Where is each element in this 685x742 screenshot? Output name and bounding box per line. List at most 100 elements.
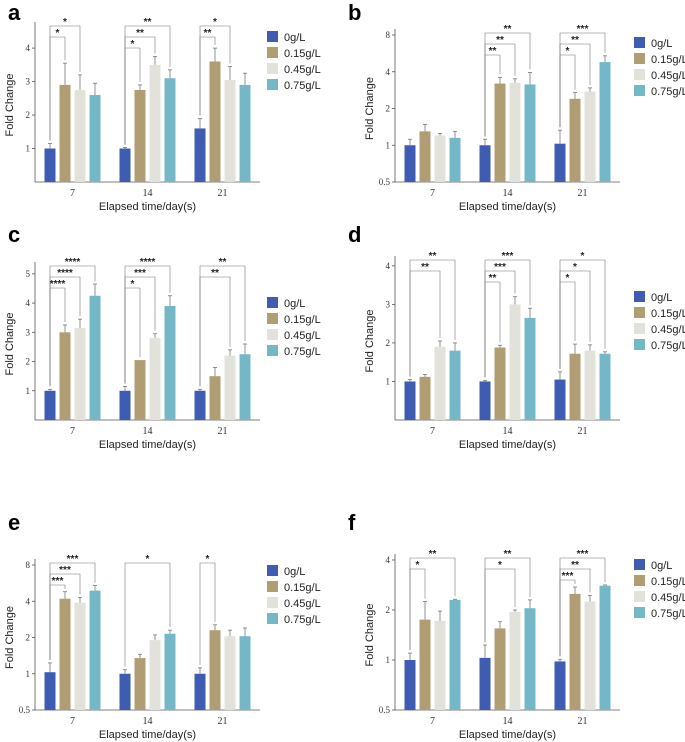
bar: [59, 598, 71, 710]
significance-label: **: [496, 35, 504, 46]
x-axis-label: Elapsed time/day(s): [459, 729, 556, 741]
x-category-label: 14: [143, 716, 153, 727]
bar: [434, 135, 446, 182]
significance-label: *: [63, 17, 67, 28]
significance-label: ***: [562, 571, 574, 582]
legend-label: 0.75g/L: [284, 614, 321, 626]
legend-swatch: [634, 307, 645, 318]
significance-label: *: [146, 554, 150, 565]
significance-label: *: [573, 262, 577, 273]
panel-letter: e: [8, 510, 20, 535]
bar: [134, 658, 146, 710]
bar: [44, 148, 56, 182]
y-tick-label: 1: [26, 669, 31, 679]
y-tick-label: 4: [26, 596, 31, 606]
significance-bracket: [409, 259, 456, 377]
significance-label: *: [213, 17, 217, 28]
y-axis-label: Fold Change: [364, 604, 376, 667]
bar: [59, 332, 71, 420]
significance-label: *: [498, 560, 502, 571]
significance-label: ***: [67, 554, 79, 565]
bar: [149, 640, 161, 710]
y-tick-label: 4: [386, 261, 391, 271]
significance-label: ****: [50, 279, 66, 290]
bar: [554, 143, 566, 182]
x-category-label: 14: [503, 188, 513, 199]
legend-label: 0.15g/L: [651, 576, 685, 588]
legend-label: 0.45g/L: [284, 330, 321, 342]
panel-letter: c: [8, 222, 20, 247]
x-category-label: 21: [578, 188, 588, 199]
bar: [494, 628, 506, 710]
significance-bracket: [199, 265, 246, 387]
x-category-label: 14: [503, 716, 513, 727]
legend-label: 0g/L: [651, 292, 672, 304]
panel-f: f 0.5 1 2 4 Fold Change Elapsed time/day(s) 7 14…: [348, 510, 685, 741]
bar: [494, 83, 506, 182]
y-axis-label: Fold Change: [4, 313, 16, 376]
bar: [584, 601, 596, 710]
significance-label: ***: [577, 24, 589, 35]
legend-label: 0g/L: [284, 298, 305, 310]
bar: [89, 295, 101, 420]
bar: [449, 350, 461, 420]
significance-label: ***: [59, 565, 71, 576]
bar: [89, 590, 101, 710]
x-category-label: 21: [578, 426, 588, 437]
bar: [164, 633, 176, 710]
bar: [479, 381, 491, 420]
bar: [119, 673, 131, 710]
y-tick-label: 0.5: [379, 705, 391, 715]
significance-label: **: [504, 549, 512, 560]
y-tick-label: 2: [26, 357, 31, 367]
y-tick-label: 4: [26, 298, 31, 308]
significance-label: *: [56, 28, 60, 39]
y-tick-label: 8: [386, 30, 391, 40]
legend-swatch: [634, 607, 645, 618]
legend-swatch: [634, 53, 645, 64]
y-tick-label: 1: [26, 144, 31, 154]
bar: [599, 62, 611, 183]
legend-swatch: [634, 575, 645, 586]
significance-label: *: [416, 560, 420, 571]
y-tick-label: 5: [26, 269, 31, 279]
y-axis-label: Fold Change: [4, 74, 16, 137]
y-axis-label: Fold Change: [364, 310, 376, 373]
bar: [479, 145, 491, 182]
bar: [194, 673, 206, 710]
x-category-label: 21: [218, 188, 228, 199]
significance-bracket: [559, 54, 576, 128]
legend-swatch: [267, 313, 278, 324]
y-tick-label: 1: [386, 376, 391, 386]
legend-label: 0.75g/L: [651, 340, 685, 352]
significance-bracket: [409, 568, 426, 651]
y-tick-label: 3: [26, 327, 31, 337]
bar: [194, 128, 206, 182]
x-category-label: 14: [503, 426, 513, 437]
significance-label: **: [204, 28, 212, 39]
panel-b: b 0.5 1 2 4 8 Fold Change Elapsed time/day(s) 7 1…: [348, 0, 685, 213]
significance-label: *: [566, 46, 570, 57]
significance-label: *: [206, 554, 210, 565]
legend-label: 0.15g/L: [284, 48, 321, 60]
legend-label: 0.45g/L: [651, 324, 685, 336]
x-category-label: 7: [70, 426, 75, 437]
significance-label: **: [219, 257, 227, 268]
significance-label: *: [566, 273, 570, 284]
bar: [164, 78, 176, 182]
bar: [74, 327, 86, 420]
bar: [224, 79, 236, 182]
bar: [74, 89, 86, 182]
y-tick-label: 0.5: [379, 177, 391, 187]
y-tick-label: 3: [26, 77, 31, 87]
bar: [404, 381, 416, 420]
bar: [239, 84, 251, 182]
bar: [59, 84, 71, 182]
bar: [224, 355, 236, 420]
y-tick-label: 4: [386, 67, 391, 77]
bar: [149, 338, 161, 420]
significance-label: **: [571, 560, 579, 571]
bar: [569, 98, 581, 182]
bar: [434, 346, 446, 420]
significance-label: *: [131, 39, 135, 50]
